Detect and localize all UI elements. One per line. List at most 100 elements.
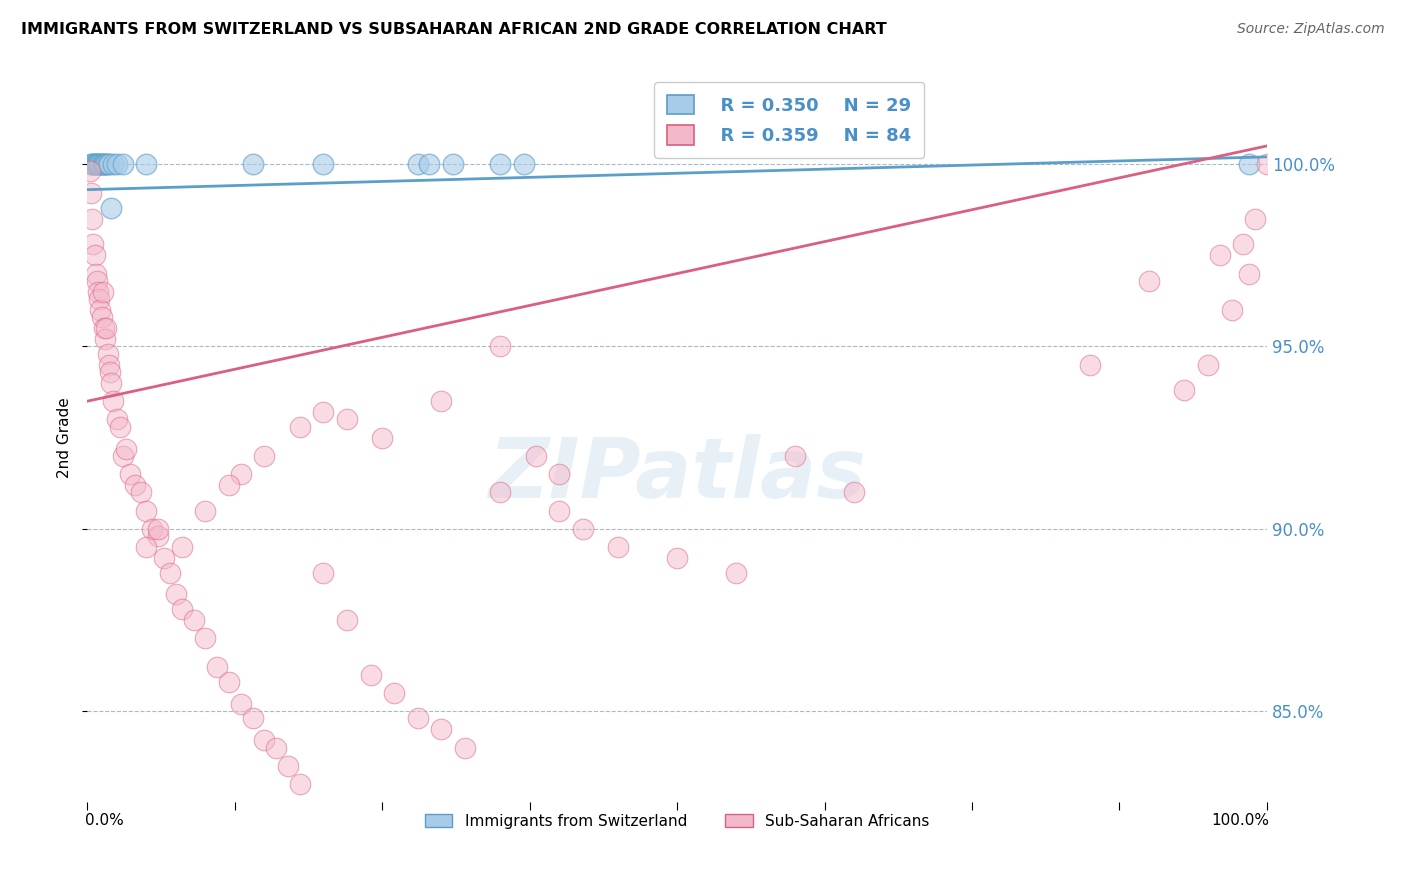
Point: [548, 503, 571, 517]
Point: [84, 157, 107, 171]
Point: [1209, 248, 1232, 262]
Point: [229, 697, 252, 711]
Point: [277, 759, 299, 773]
Legend: Immigrants from Switzerland, Sub-Saharan Africans: Immigrants from Switzerland, Sub-Saharan…: [419, 807, 935, 835]
Point: [86, 157, 108, 171]
Point: [253, 733, 276, 747]
Point: [242, 711, 264, 725]
Point: [100, 376, 122, 390]
Point: [83, 248, 105, 262]
Point: [170, 602, 193, 616]
Point: [103, 157, 125, 171]
Point: [96, 347, 118, 361]
Point: [96, 157, 118, 171]
Point: [83, 157, 105, 171]
Point: [80, 157, 103, 171]
Point: [489, 339, 512, 353]
Point: [82, 211, 104, 226]
Point: [93, 321, 115, 335]
Point: [548, 467, 571, 481]
Point: [89, 157, 111, 171]
Point: [1244, 211, 1267, 226]
Point: [1256, 157, 1278, 171]
Point: [229, 467, 252, 481]
Point: [124, 478, 146, 492]
Point: [89, 292, 111, 306]
Point: [454, 740, 477, 755]
Point: [441, 157, 464, 171]
Point: [87, 285, 110, 299]
Point: [97, 157, 120, 171]
Point: [418, 157, 440, 171]
Point: [1237, 157, 1260, 171]
Point: [165, 587, 187, 601]
Text: 100.0%: 100.0%: [1211, 814, 1270, 828]
Point: [218, 674, 240, 689]
Point: [288, 419, 311, 434]
Point: [785, 449, 807, 463]
Point: [430, 723, 453, 737]
Point: [194, 503, 217, 517]
Point: [129, 485, 152, 500]
Point: [430, 394, 453, 409]
Point: [90, 157, 112, 171]
Point: [524, 449, 547, 463]
Point: [115, 442, 138, 456]
Point: [94, 332, 117, 346]
Point: [135, 503, 157, 517]
Point: [96, 157, 118, 171]
Point: [183, 613, 205, 627]
Point: [1237, 267, 1260, 281]
Point: [312, 566, 335, 580]
Point: [725, 566, 748, 580]
Point: [141, 522, 163, 536]
Point: [94, 157, 117, 171]
Point: [666, 551, 689, 566]
Point: [89, 303, 111, 318]
Point: [105, 157, 128, 171]
Point: [93, 157, 115, 171]
Point: [91, 157, 114, 171]
Point: [312, 405, 335, 419]
Point: [153, 551, 176, 566]
Point: [82, 237, 104, 252]
Text: 0.0%: 0.0%: [86, 814, 124, 828]
Point: [105, 412, 128, 426]
Point: [842, 485, 865, 500]
Y-axis label: 2nd Grade: 2nd Grade: [58, 397, 72, 478]
Point: [84, 267, 107, 281]
Point: [111, 157, 134, 171]
Text: IMMIGRANTS FROM SWITZERLAND VS SUBSAHARAN AFRICAN 2ND GRADE CORRELATION CHART: IMMIGRANTS FROM SWITZERLAND VS SUBSAHARA…: [21, 22, 887, 37]
Point: [91, 285, 114, 299]
Point: [1197, 358, 1219, 372]
Point: [242, 157, 264, 171]
Point: [264, 740, 287, 755]
Point: [118, 467, 141, 481]
Point: [382, 686, 405, 700]
Point: [1078, 358, 1101, 372]
Point: [97, 358, 120, 372]
Point: [80, 186, 103, 201]
Point: [87, 157, 110, 171]
Point: [79, 164, 101, 178]
Point: [406, 157, 429, 171]
Point: [336, 613, 359, 627]
Point: [103, 394, 125, 409]
Point: [148, 529, 170, 543]
Point: [572, 522, 595, 536]
Point: [1137, 274, 1160, 288]
Point: [89, 157, 111, 171]
Point: [135, 157, 157, 171]
Point: [96, 321, 118, 335]
Point: [218, 478, 240, 492]
Point: [148, 522, 170, 536]
Point: [1173, 383, 1195, 397]
Point: [513, 157, 536, 171]
Point: [336, 412, 359, 426]
Point: [253, 449, 276, 463]
Point: [406, 711, 429, 725]
Point: [111, 449, 134, 463]
Point: [607, 540, 630, 554]
Point: [288, 777, 311, 791]
Text: Source: ZipAtlas.com: Source: ZipAtlas.com: [1237, 22, 1385, 37]
